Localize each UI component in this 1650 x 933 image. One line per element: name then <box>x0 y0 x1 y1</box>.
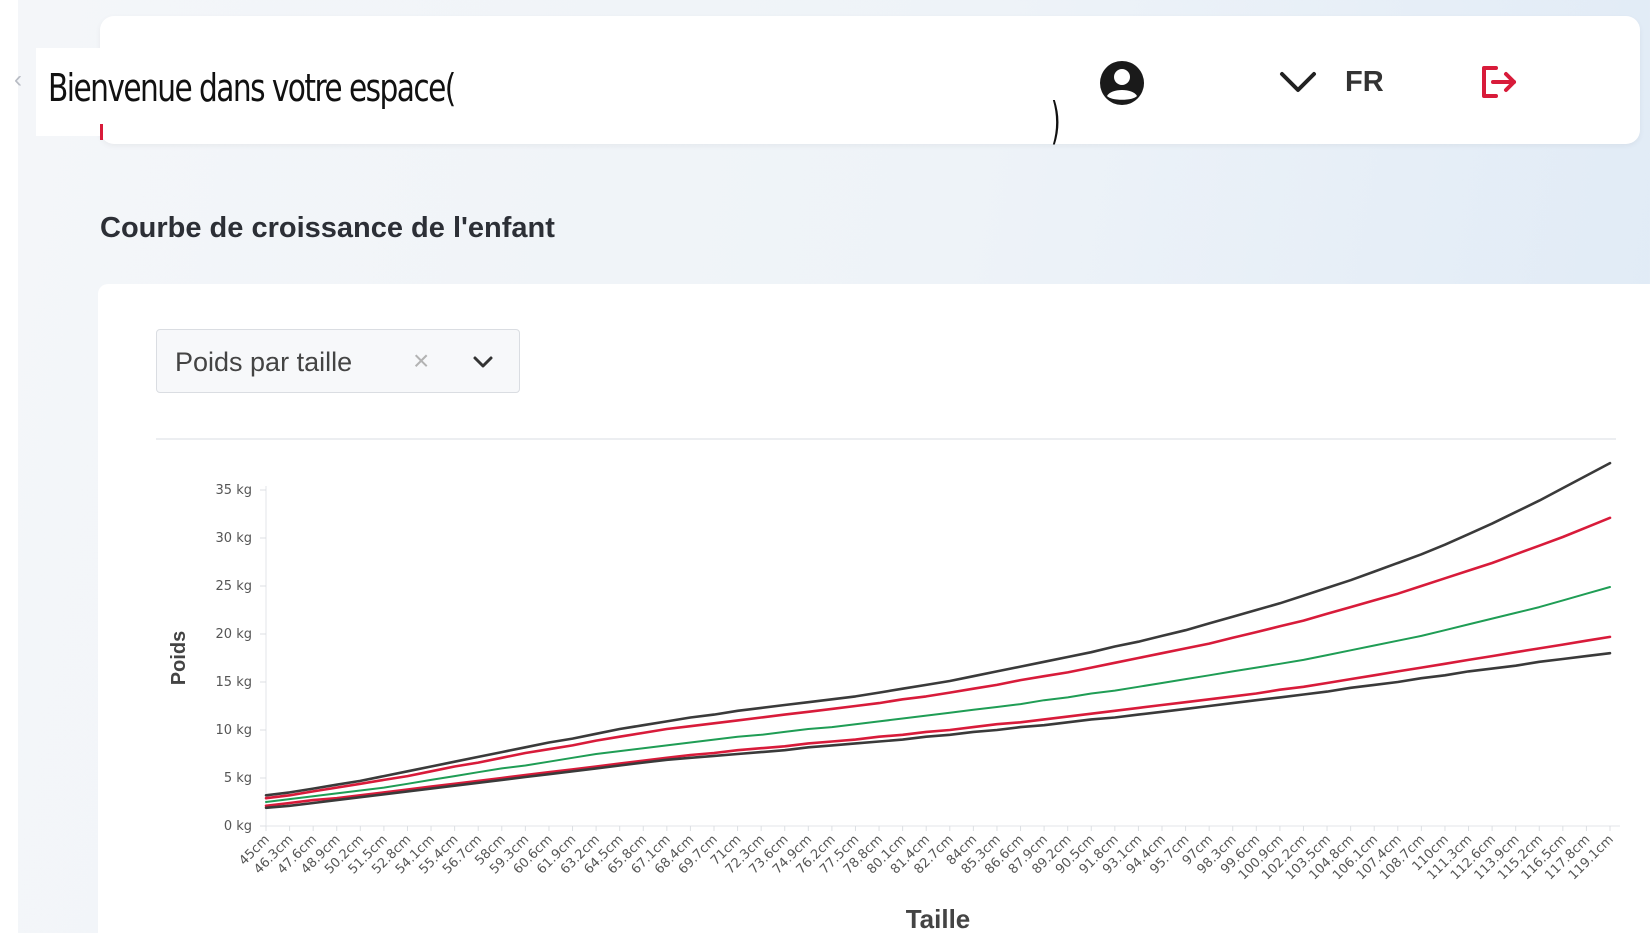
series-line-5 <box>264 651 1612 810</box>
page-title: Courbe de croissance de l'enfant <box>100 212 555 244</box>
y-tick-label: 5 kg <box>224 771 252 786</box>
logout-icon[interactable] <box>1478 62 1520 102</box>
y-axis-title: Poids <box>168 631 190 685</box>
clear-icon[interactable]: × <box>413 345 430 376</box>
series-line-3 <box>265 586 1611 803</box>
left-rail <box>0 0 18 933</box>
y-tick-label: 20 kg <box>216 627 252 642</box>
y-tick-label: 25 kg <box>216 579 252 594</box>
chevron-down-icon[interactable] <box>1278 68 1318 96</box>
accent-mark <box>100 124 103 140</box>
user-circle-icon[interactable] <box>1098 59 1146 107</box>
chart-type-select[interactable]: Poids par taille × <box>156 329 520 393</box>
chevron-left-icon[interactable]: ‹ <box>14 66 22 93</box>
welcome-banner: Bienvenue dans votre espace( ) <box>36 48 1066 150</box>
series-line-1 <box>264 461 1612 797</box>
welcome-text: Bienvenue dans votre espace( <box>48 66 456 110</box>
y-tick-label: 10 kg <box>216 723 252 738</box>
chevron-down-icon[interactable] <box>471 352 495 372</box>
y-tick-label: 35 kg <box>216 483 252 498</box>
welcome-close-paren: ) <box>1050 92 1061 150</box>
series-line-4 <box>264 635 1612 808</box>
y-tick-label: 0 kg <box>224 819 252 834</box>
select-value: Poids par taille <box>175 347 353 377</box>
y-tick-label: 15 kg <box>216 675 252 690</box>
divider <box>156 438 1616 440</box>
series-line-2 <box>264 516 1612 800</box>
x-axis-title: Taille <box>906 904 971 933</box>
language-selector[interactable]: FR <box>1345 66 1384 98</box>
y-tick-label: 30 kg <box>216 531 252 546</box>
